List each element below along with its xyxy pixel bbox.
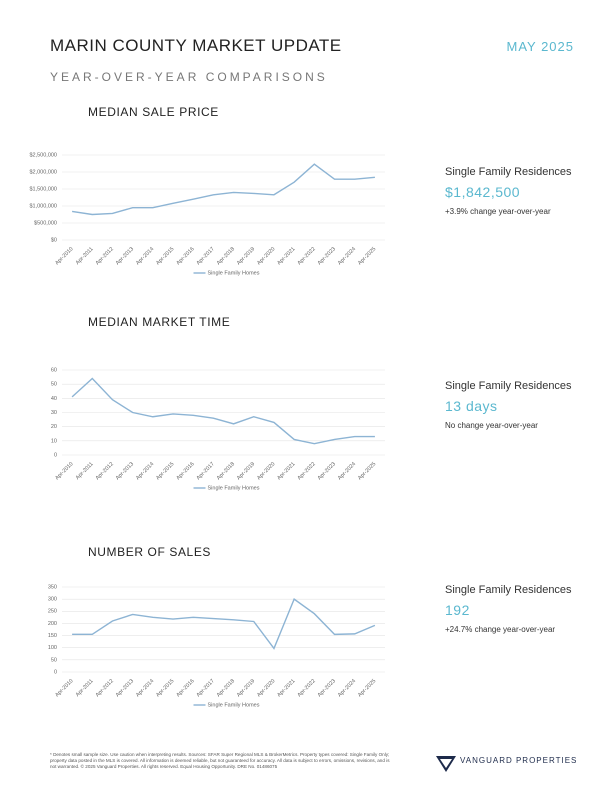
x-tick-label: Apr-2023 xyxy=(317,461,337,481)
y-tick-label: 10 xyxy=(51,438,57,444)
x-tick-label: Apr-2015 xyxy=(155,678,175,698)
x-tick-label: Apr-2020 xyxy=(256,461,276,481)
x-tick-label: Apr-2023 xyxy=(317,246,337,266)
header-title: MARIN COUNTY MARKET UPDATE xyxy=(50,36,342,55)
y-tick-label: 40 xyxy=(51,396,57,402)
x-tick-label: Apr-2010 xyxy=(54,678,74,698)
x-tick-label: Apr-2023 xyxy=(317,678,337,698)
y-tick-label: 30 xyxy=(51,410,57,416)
y-tick-label: $500,000 xyxy=(34,220,57,226)
summary-value: 192 xyxy=(445,602,470,618)
y-tick-label: 200 xyxy=(48,621,57,627)
legend-label: Single Family Homes xyxy=(208,702,260,708)
y-tick-label: 60 xyxy=(51,367,57,373)
x-tick-label: Apr-2025 xyxy=(357,678,377,698)
y-tick-label: 0 xyxy=(54,452,57,458)
y-tick-label: $2,500,000 xyxy=(29,152,57,158)
disclaimer: * Denotes small sample size. Use caution… xyxy=(50,752,390,769)
x-tick-label: Apr-2012 xyxy=(95,678,115,698)
y-tick-label: 250 xyxy=(48,609,57,615)
x-tick-label: Apr-2025 xyxy=(357,461,377,481)
x-tick-label: Apr-2018 xyxy=(216,461,236,481)
y-tick-label: $2,000,000 xyxy=(29,169,57,175)
logo-icon xyxy=(436,756,456,772)
section-title: MEDIAN MARKET TIME xyxy=(88,315,231,329)
x-tick-label: Apr-2010 xyxy=(54,461,74,481)
x-tick-label: Apr-2019 xyxy=(236,246,256,266)
summary-change: +24.7% change year-over-year xyxy=(445,625,556,634)
y-tick-label: $1,000,000 xyxy=(29,203,57,209)
y-tick-label: 20 xyxy=(51,424,57,430)
summary-value: $1,842,500 xyxy=(445,184,521,200)
x-tick-label: Apr-2021 xyxy=(276,461,296,481)
x-tick-label: Apr-2024 xyxy=(337,461,357,481)
logo-text: VANGUARD PROPERTIES xyxy=(460,756,578,765)
y-tick-label: 300 xyxy=(48,597,57,603)
x-tick-label: Apr-2018 xyxy=(216,678,236,698)
x-tick-label: Apr-2011 xyxy=(75,678,95,698)
x-tick-label: Apr-2016 xyxy=(175,678,195,698)
x-tick-label: Apr-2011 xyxy=(75,461,95,481)
x-tick-label: Apr-2019 xyxy=(236,678,256,698)
x-tick-label: Apr-2020 xyxy=(256,678,276,698)
legend-label: Single Family Homes xyxy=(208,270,260,276)
legend-label: Single Family Homes xyxy=(208,485,260,491)
x-tick-label: Apr-2010 xyxy=(54,246,74,266)
x-tick-label: Apr-2014 xyxy=(135,461,155,481)
summary-label: Single Family Residences xyxy=(445,584,572,596)
x-tick-label: Apr-2014 xyxy=(135,678,155,698)
x-tick-label: Apr-2021 xyxy=(276,246,296,266)
x-tick-label: Apr-2025 xyxy=(357,246,377,266)
series-line xyxy=(71,163,375,216)
y-tick-label: 350 xyxy=(48,584,57,590)
header-date: MAY 2025 xyxy=(506,39,574,54)
x-tick-label: Apr-2024 xyxy=(337,246,357,266)
x-tick-label: Apr-2015 xyxy=(155,461,175,481)
x-tick-label: Apr-2024 xyxy=(337,678,357,698)
x-tick-label: Apr-2021 xyxy=(276,678,296,698)
y-tick-label: 100 xyxy=(48,645,57,651)
summary-label: Single Family Residences xyxy=(445,166,572,178)
x-tick-label: Apr-2013 xyxy=(115,461,135,481)
x-tick-label: Apr-2018 xyxy=(216,246,236,266)
x-tick-label: Apr-2013 xyxy=(115,678,135,698)
x-tick-label: Apr-2017 xyxy=(196,461,216,481)
x-tick-label: Apr-2022 xyxy=(297,246,317,266)
y-tick-label: 50 xyxy=(51,657,57,663)
x-tick-label: Apr-2014 xyxy=(135,246,155,266)
x-tick-label: Apr-2011 xyxy=(75,246,95,266)
y-tick-label: 50 xyxy=(51,382,57,388)
x-tick-label: Apr-2020 xyxy=(256,246,276,266)
y-tick-label: $0 xyxy=(51,237,57,243)
x-tick-label: Apr-2015 xyxy=(155,246,175,266)
y-tick-label: 0 xyxy=(54,669,57,675)
section-title: MEDIAN SALE PRICE xyxy=(88,105,219,119)
x-tick-label: Apr-2012 xyxy=(95,246,115,266)
header-subtitle: YEAR-OVER-YEAR COMPARISONS xyxy=(50,70,328,84)
summary-change: No change year-over-year xyxy=(445,421,538,430)
y-tick-label: 150 xyxy=(48,633,57,639)
series-line xyxy=(71,377,375,445)
x-tick-label: Apr-2016 xyxy=(175,461,195,481)
y-tick-label: $1,500,000 xyxy=(29,186,57,192)
x-tick-label: Apr-2022 xyxy=(297,678,317,698)
summary-value: 13 days xyxy=(445,398,498,414)
x-tick-label: Apr-2016 xyxy=(175,246,195,266)
x-tick-label: Apr-2019 xyxy=(236,461,256,481)
series-line xyxy=(72,598,376,650)
x-tick-label: Apr-2022 xyxy=(297,461,317,481)
x-tick-label: Apr-2017 xyxy=(196,246,216,266)
x-tick-label: Apr-2013 xyxy=(115,246,135,266)
x-tick-label: Apr-2017 xyxy=(196,678,216,698)
summary-change: +3.9% change year-over-year xyxy=(445,207,551,216)
section-title: NUMBER OF SALES xyxy=(88,545,212,559)
summary-label: Single Family Residences xyxy=(445,380,572,392)
x-tick-label: Apr-2012 xyxy=(95,461,115,481)
